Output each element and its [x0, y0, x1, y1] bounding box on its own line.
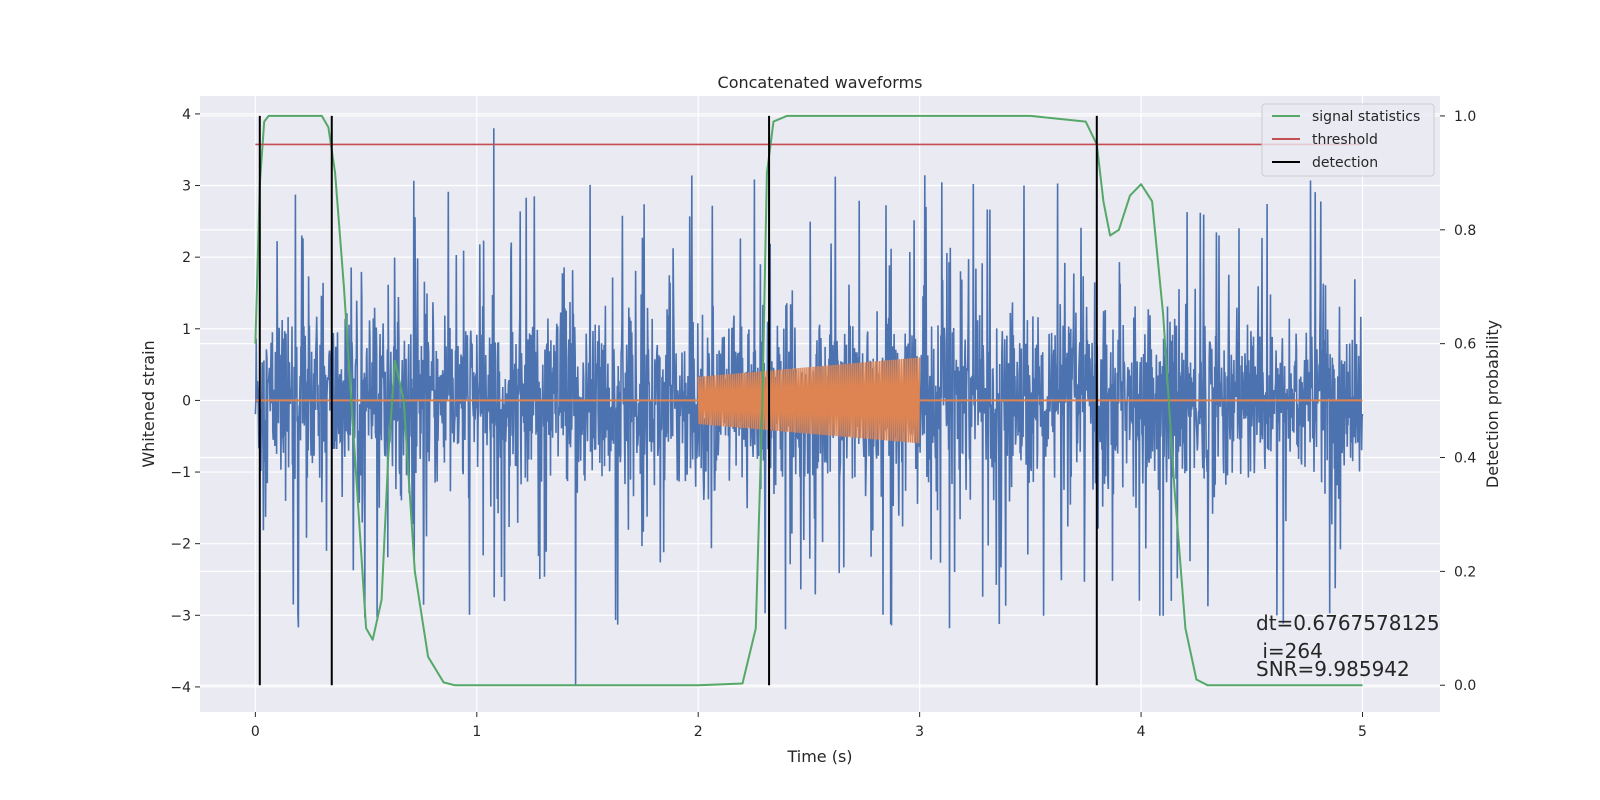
y-tick-label-left: −2 [170, 537, 191, 553]
injection-series [255, 357, 1363, 444]
axis-ticks: 0 1 2 3 4 5 −4 −3 −2 −1 0 1 2 3 4 0.0 0.2 0.4 0.6 0.8 1.0 [170, 107, 1476, 740]
legend-label-threshold: threshold [1312, 132, 1378, 148]
y-tick-label-right: 0.4 [1454, 451, 1476, 467]
x-tick-label: 0 [251, 724, 260, 740]
y-axis-label-left: Whitened strain [139, 340, 158, 467]
x-tick-label: 2 [694, 724, 703, 740]
x-tick-label: 4 [1137, 724, 1146, 740]
y-tick-label-left: −1 [170, 465, 191, 481]
y-tick-label-right: 0.6 [1454, 337, 1476, 353]
x-tick-label: 3 [915, 724, 924, 740]
y-tick-label-right: 0.2 [1454, 564, 1476, 580]
detection-series [258, 115, 1098, 686]
legend-box [1261, 103, 1435, 177]
x-tick-label: 1 [472, 724, 481, 740]
y-axis-label-right: Detection probability [1483, 320, 1502, 488]
y-tick-label-left: −3 [170, 608, 191, 624]
y-tick-label-right: 0.8 [1454, 223, 1476, 239]
y-tick-label-right: 1.0 [1454, 109, 1476, 125]
injection-line [697, 357, 921, 444]
y-tick-label-left: 1 [182, 322, 191, 338]
y-tick-label-left: 3 [182, 179, 191, 195]
legend-label-detection: detection [1312, 155, 1378, 171]
legend-label-signal-statistics: signal statistics [1312, 109, 1420, 125]
y-tick-label-left: −4 [170, 680, 191, 696]
y-tick-label-left: 4 [182, 107, 191, 123]
x-tick-label: 5 [1358, 724, 1367, 740]
y-tick-label-right: 0.0 [1454, 678, 1476, 694]
y-tick-label-left: 2 [182, 250, 191, 266]
signal-statistics-series [254, 114, 1363, 687]
legend: signal statistics threshold detection [1261, 103, 1435, 177]
chart-title: Concatenated waveforms [718, 73, 923, 92]
annotation-index: i=264 [1256, 639, 1323, 663]
x-axis-label: Time (s) [786, 747, 852, 766]
y-tick-label-left: 0 [182, 393, 191, 409]
annotation-snr: SNR=9.985942 [1256, 657, 1410, 681]
signal-statistics-line [254, 114, 1363, 687]
annotation-dt: dt=0.6767578125 [1256, 611, 1440, 635]
